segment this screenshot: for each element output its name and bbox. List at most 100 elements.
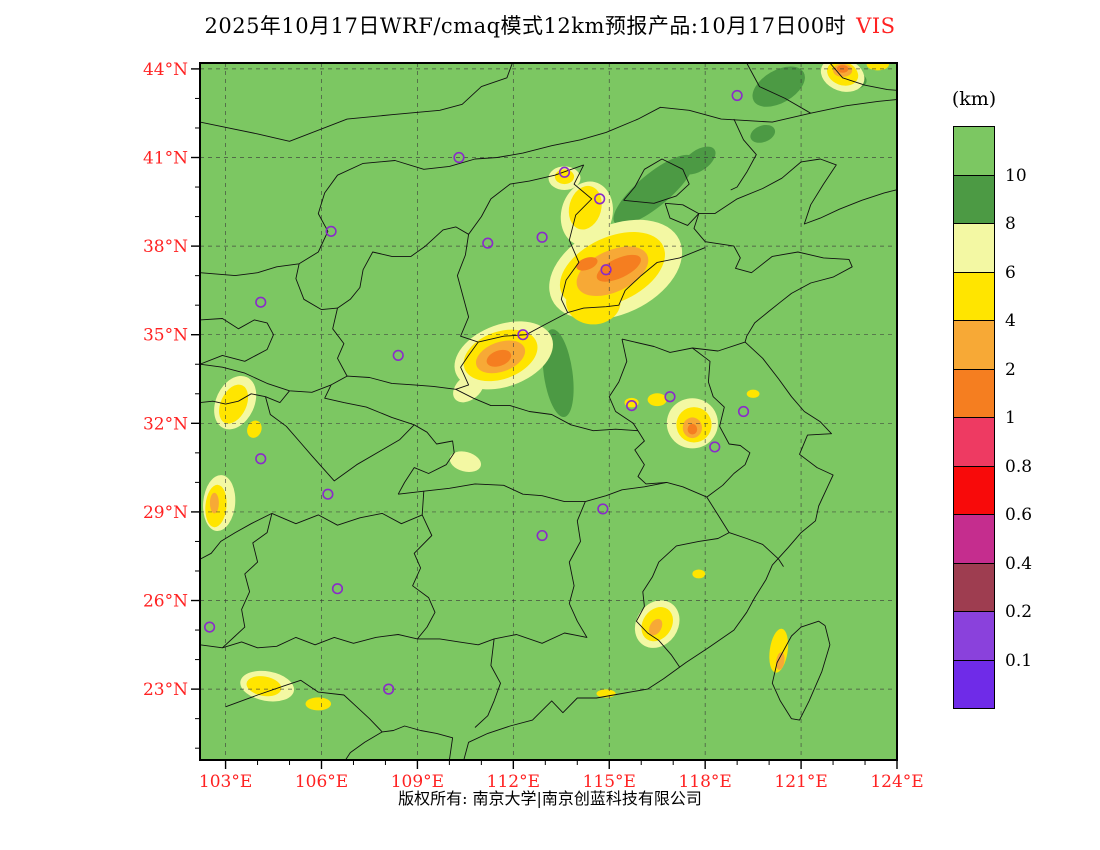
boundary-line <box>664 202 700 226</box>
boundary-line <box>635 496 730 668</box>
boundary-line <box>225 679 383 733</box>
x-axis-label: 103°E <box>199 772 252 792</box>
boundary-line <box>398 481 707 503</box>
station-marker <box>517 329 529 341</box>
legend-color-cell <box>953 465 995 515</box>
visibility-patch <box>687 423 698 435</box>
boundary-line <box>200 318 274 365</box>
visibility-patch <box>247 420 262 438</box>
legend-label: 0.1 <box>1005 650 1033 671</box>
x-axis-label: 106°E <box>295 772 348 792</box>
boundary-line <box>271 512 423 526</box>
legend-label: 0.2 <box>1005 602 1033 622</box>
x-axis-label: 124°E <box>870 772 923 792</box>
chart-title-main: 2025年10月17日WRF/cmaq模式12km预报产品:10月17日00时 <box>204 14 847 38</box>
boundary-line <box>728 532 784 567</box>
boundary-line <box>771 620 831 721</box>
legend-color-cell <box>953 223 995 273</box>
legend-color-cell <box>953 611 995 661</box>
station-marker <box>594 193 606 205</box>
visibility-patch <box>647 393 667 407</box>
chart-title-highlight: VIS <box>856 14 896 38</box>
legend-label: 10 <box>1005 165 1027 186</box>
visibility-patch <box>449 451 482 472</box>
boundary-line <box>265 396 415 482</box>
x-axis-label: 112°E <box>487 772 540 792</box>
y-axis-label: 23°N <box>143 680 188 700</box>
boundary-line <box>200 363 639 432</box>
boundary-line <box>295 263 338 311</box>
station-marker <box>453 151 465 164</box>
legend-label: 6 <box>1005 262 1016 283</box>
station-markers <box>203 89 750 695</box>
legend-label: 1 <box>1005 408 1016 428</box>
boundary-line <box>200 501 588 649</box>
boundary-line <box>324 384 455 495</box>
y-axis-label: 32°N <box>143 414 188 434</box>
station-marker <box>664 391 676 403</box>
boundary-line <box>730 118 757 191</box>
legend-color-cell <box>953 417 995 467</box>
visibility-patch <box>305 697 332 711</box>
legend-color-cell <box>953 174 995 224</box>
x-axis-label: 115°E <box>583 772 636 792</box>
station-marker <box>737 405 750 418</box>
visibility-patch <box>613 154 695 226</box>
visibility-patch <box>866 63 890 71</box>
x-axis-labels: 103°E 106°E 109°E 112°E 115°E 118°E 121°E 124°E <box>199 772 924 792</box>
boundary-line <box>621 338 746 353</box>
x-axis-label: 118°E <box>678 772 731 792</box>
boundary-line <box>412 491 436 640</box>
boundary-line <box>560 164 593 313</box>
station-marker <box>626 399 638 412</box>
legend-color-cell <box>953 514 995 564</box>
chart-title: 2025年10月17日WRF/cmaq模式12km预报产品:10月17日00时 V… <box>0 10 1100 40</box>
legend-label: 0.8 <box>1005 456 1033 477</box>
legend-label: 4 <box>1005 311 1016 331</box>
x-axis-label: 109°E <box>391 772 444 792</box>
y-axis-label: 29°N <box>143 503 188 523</box>
legend-colorbar: 10 8 6 4 2 1 0.8 0.6 0.4 0.2 0.1 <box>953 126 1032 709</box>
visibility-patch <box>776 652 785 670</box>
boundary-line <box>456 164 584 343</box>
boundary-line <box>200 99 897 277</box>
boundary-line <box>634 430 667 485</box>
boundary-line <box>200 512 273 560</box>
station-marker <box>600 264 612 276</box>
visibility-patch <box>576 257 598 271</box>
legend-label: 0.6 <box>1005 505 1033 525</box>
visibility-patch <box>219 384 249 424</box>
boundary-line <box>608 339 639 431</box>
boundary-line <box>200 390 290 405</box>
station-marker <box>331 583 344 595</box>
visibility-patch <box>486 349 512 367</box>
visibility-patch <box>568 185 602 230</box>
visibility-patch <box>750 124 776 143</box>
map-background <box>200 63 897 760</box>
legend-color-cell <box>953 562 995 612</box>
boundary-line <box>455 341 479 390</box>
station-marker <box>325 225 337 237</box>
y-axis-label: 41°N <box>143 149 188 169</box>
boundary-line <box>829 63 897 91</box>
station-marker <box>383 683 395 695</box>
legend-title: (km) <box>951 88 997 110</box>
footer-copyright: 版权所有: 南京大学|南京创蓝科技有限公司 <box>398 789 702 808</box>
boundary-line <box>623 158 690 204</box>
boundary-line <box>746 63 811 114</box>
station-marker <box>482 237 494 249</box>
province-boundaries <box>200 63 897 760</box>
boundary-line <box>200 63 513 142</box>
visibility-patch <box>648 618 663 636</box>
legend-color-cell <box>953 271 995 321</box>
legend-label: 8 <box>1005 214 1016 234</box>
boundary-line <box>567 247 706 314</box>
visibility-patch <box>746 389 760 398</box>
station-marker <box>392 349 404 361</box>
visibility-patch <box>752 66 805 107</box>
legend-color-cell <box>953 659 995 709</box>
x-axis-label: 121°E <box>774 772 827 792</box>
visibility-patch <box>246 676 282 697</box>
